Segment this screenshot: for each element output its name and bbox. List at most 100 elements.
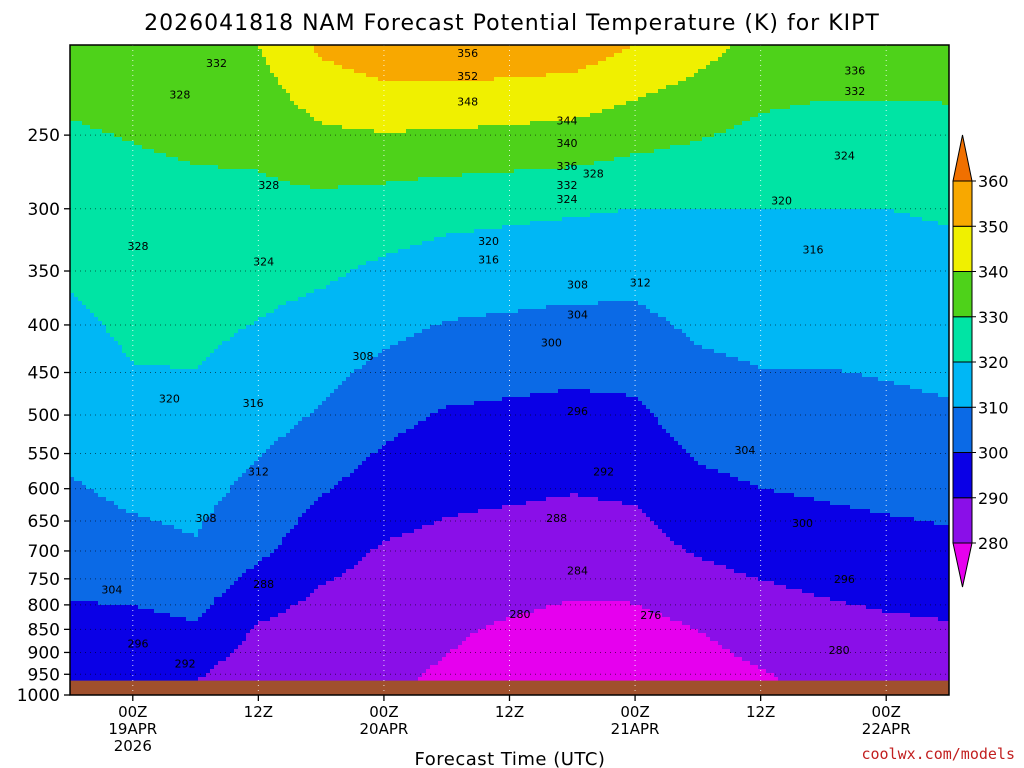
theta-cell xyxy=(170,193,175,198)
theta-cell xyxy=(146,273,151,278)
theta-cell xyxy=(166,641,171,646)
theta-cell xyxy=(94,389,99,394)
theta-cell xyxy=(174,561,179,566)
theta-cell xyxy=(158,69,163,74)
theta-cell xyxy=(182,441,187,446)
theta-cell xyxy=(86,665,91,670)
theta-cell xyxy=(98,673,103,678)
theta-cell xyxy=(126,149,131,154)
theta-cell xyxy=(174,281,179,286)
theta-cell xyxy=(90,357,95,362)
theta-cell xyxy=(102,385,107,390)
theta-cell xyxy=(110,409,115,414)
theta-cell xyxy=(78,561,83,566)
theta-cell xyxy=(178,469,183,474)
theta-cell xyxy=(146,125,151,130)
theta-cell xyxy=(90,593,95,598)
theta-cell xyxy=(158,637,163,642)
theta-cell xyxy=(158,501,163,506)
theta-cell xyxy=(162,301,167,306)
theta-cell xyxy=(158,633,163,638)
theta-cell xyxy=(134,173,139,178)
theta-cell xyxy=(138,277,143,282)
theta-cell xyxy=(134,533,139,538)
theta-cell xyxy=(106,341,111,346)
theta-cell xyxy=(102,361,107,366)
theta-cell xyxy=(102,525,107,530)
theta-cell xyxy=(130,429,135,434)
theta-cell xyxy=(122,445,127,450)
theta-cell xyxy=(78,401,83,406)
theta-cell xyxy=(162,609,167,614)
theta-cell xyxy=(106,545,111,550)
theta-cell xyxy=(154,457,159,462)
theta-cell xyxy=(78,657,83,662)
theta-cell xyxy=(106,669,111,674)
theta-cell xyxy=(98,461,103,466)
theta-cell xyxy=(186,601,191,606)
theta-cell xyxy=(78,237,83,242)
theta-cell xyxy=(162,529,167,534)
theta-cell xyxy=(190,317,195,322)
theta-cell xyxy=(122,309,127,314)
theta-cell xyxy=(170,317,175,322)
theta-cell xyxy=(94,449,99,454)
theta-cell xyxy=(178,421,183,426)
theta-cell xyxy=(114,249,119,254)
theta-cell xyxy=(86,577,91,582)
theta-cell xyxy=(78,249,83,254)
theta-cell xyxy=(142,189,147,194)
theta-cell xyxy=(94,333,99,338)
theta-cell xyxy=(78,329,83,334)
theta-cell xyxy=(142,181,147,186)
theta-cell xyxy=(122,333,127,338)
theta-cell xyxy=(102,401,107,406)
theta-cell xyxy=(94,673,99,678)
theta-cell xyxy=(186,605,191,610)
theta-cell xyxy=(186,505,191,510)
theta-cell xyxy=(134,269,139,274)
theta-cell xyxy=(78,53,83,58)
theta-cell xyxy=(158,113,163,118)
theta-cell xyxy=(174,581,179,586)
theta-cell xyxy=(118,449,123,454)
theta-cell xyxy=(150,417,155,422)
theta-cell xyxy=(182,81,187,86)
theta-cell xyxy=(94,401,99,406)
theta-cell xyxy=(86,77,91,82)
theta-cell xyxy=(74,221,79,226)
theta-cell xyxy=(170,49,175,54)
theta-cell xyxy=(122,653,127,658)
theta-cell xyxy=(170,377,175,382)
theta-cell xyxy=(98,177,103,182)
theta-cell xyxy=(86,237,91,242)
theta-cell xyxy=(146,429,151,434)
theta-cell xyxy=(162,361,167,366)
theta-cell xyxy=(118,525,123,530)
theta-cell xyxy=(94,349,99,354)
theta-cell xyxy=(114,373,119,378)
theta-cell xyxy=(90,489,95,494)
theta-cell xyxy=(82,197,87,202)
theta-cell xyxy=(102,545,107,550)
theta-cell xyxy=(154,657,159,662)
theta-cell xyxy=(154,265,159,270)
theta-cell xyxy=(178,125,183,130)
theta-cell xyxy=(154,485,159,490)
theta-cell xyxy=(118,481,123,486)
theta-cell xyxy=(150,529,155,534)
theta-cell xyxy=(106,185,111,190)
theta-cell xyxy=(82,353,87,358)
theta-cell xyxy=(94,537,99,542)
theta-cell xyxy=(102,449,107,454)
theta-cell xyxy=(130,569,135,574)
theta-cell xyxy=(174,437,179,442)
theta-cell xyxy=(154,617,159,622)
theta-cell xyxy=(82,185,87,190)
theta-cell xyxy=(150,589,155,594)
theta-cell xyxy=(146,457,151,462)
theta-cell xyxy=(118,197,123,202)
theta-cell xyxy=(138,153,143,158)
theta-cell xyxy=(118,429,123,434)
theta-cell xyxy=(82,365,87,370)
